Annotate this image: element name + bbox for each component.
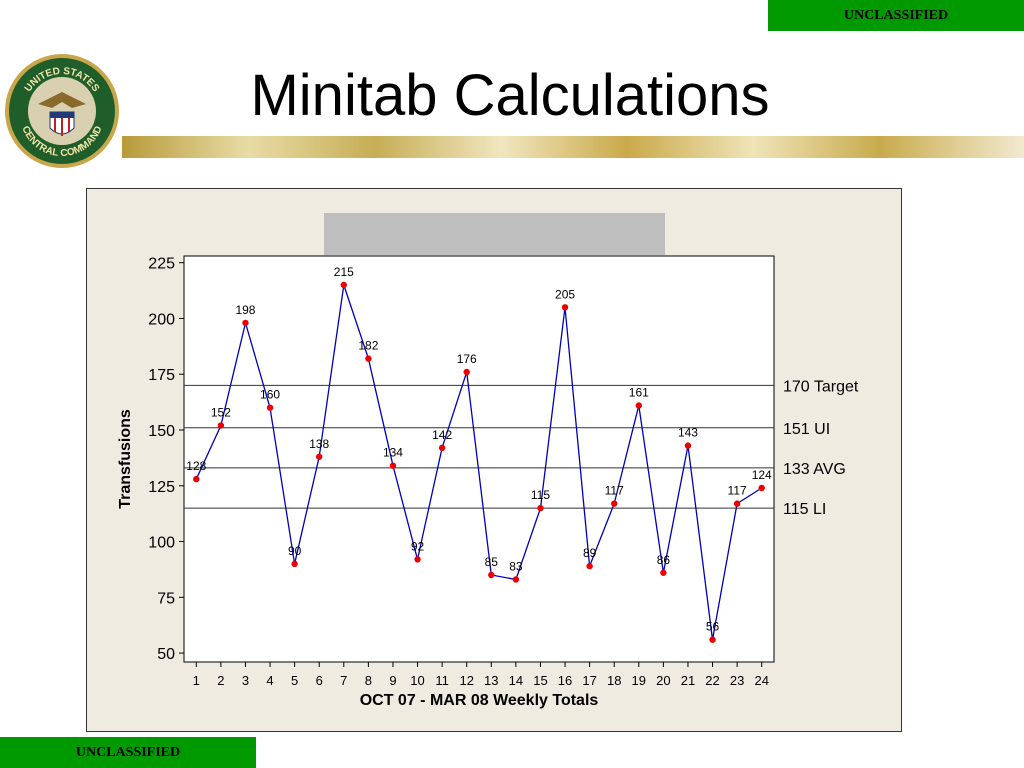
data-point <box>266 404 274 411</box>
reference-line-label: 115 LI <box>783 501 826 518</box>
data-point <box>389 462 397 469</box>
chart-title-placeholder <box>324 213 665 255</box>
data-label: 90 <box>288 544 302 558</box>
y-tick-label: 100 <box>148 535 175 552</box>
series-line <box>195 284 763 640</box>
data-label: 160 <box>260 388 280 402</box>
data-point <box>488 571 495 579</box>
data-label: 124 <box>752 468 772 482</box>
slide-title: Minitab Calculations <box>250 63 770 128</box>
data-label: 143 <box>678 426 698 440</box>
data-point <box>684 442 692 449</box>
data-point <box>340 281 347 289</box>
y-tick-label: 50 <box>157 646 175 663</box>
data-point <box>586 562 593 570</box>
x-tick-label: 11 <box>435 673 449 688</box>
x-tick-label: 21 <box>681 673 695 688</box>
data-point <box>733 500 741 507</box>
data-label: 198 <box>235 303 255 317</box>
y-tick-label: 150 <box>148 423 175 440</box>
y-axis-title: Transfusions <box>117 409 134 509</box>
data-label: 92 <box>411 539 425 553</box>
data-label: 89 <box>583 546 597 560</box>
data-point <box>512 576 520 583</box>
data-label: 83 <box>509 559 523 573</box>
y-tick-label: 125 <box>148 479 175 496</box>
y-tick-label: 225 <box>148 256 175 273</box>
plot-area <box>183 255 775 663</box>
x-tick-label: 4 <box>266 673 273 688</box>
data-label: 117 <box>605 484 624 498</box>
data-label: 142 <box>432 428 452 442</box>
data-label: 138 <box>309 437 329 451</box>
x-tick-label: 10 <box>410 673 424 688</box>
data-label: 215 <box>334 265 354 279</box>
x-tick-label: 5 <box>291 673 298 688</box>
data-point <box>291 560 298 568</box>
data-label: 205 <box>555 287 575 301</box>
data-point <box>611 500 618 507</box>
data-point <box>758 484 765 492</box>
data-label: 117 <box>728 484 747 498</box>
x-tick-label: 17 <box>582 673 596 688</box>
data-label: 86 <box>657 553 671 567</box>
reference-line-label: 151 UI <box>783 421 830 438</box>
y-tick-label: 75 <box>157 590 175 607</box>
data-label: 85 <box>485 555 499 569</box>
x-tick-label: 12 <box>459 673 473 688</box>
x-tick-label: 3 <box>242 673 249 688</box>
x-tick-label: 24 <box>754 673 768 688</box>
data-label: 161 <box>629 385 649 399</box>
data-point <box>709 636 716 643</box>
x-tick-label: 23 <box>730 673 744 688</box>
data-label: 182 <box>358 339 378 353</box>
data-point <box>660 569 667 576</box>
data-point <box>561 304 569 311</box>
data-point <box>414 556 421 563</box>
data-label: 56 <box>706 620 720 634</box>
data-label: 128 <box>186 459 206 473</box>
classification-banner-bottom: UNCLASSIFIED <box>0 737 256 768</box>
data-point <box>537 504 544 512</box>
reference-line-label: 133 AVG <box>783 461 846 478</box>
data-point <box>316 453 323 460</box>
reference-lines: 170 Target 151 UI 133 AVG 115 LI <box>184 378 859 518</box>
data-point <box>463 368 470 376</box>
weekly-series: 128 152 198 160 90 138 215 182 134 92 142 176 85 83 11… <box>186 265 772 643</box>
x-tick-label: 2 <box>217 673 224 688</box>
data-point <box>193 475 200 483</box>
x-tick-label: 14 <box>509 673 523 688</box>
data-label: 134 <box>383 446 403 460</box>
y-tick-label: 175 <box>148 367 175 384</box>
x-tick-label: 18 <box>607 673 621 688</box>
x-tick-label: 9 <box>389 673 396 688</box>
x-axis-title: OCT 07 - MAR 08 Weekly Totals <box>360 692 599 709</box>
data-point <box>242 319 249 327</box>
data-point <box>438 444 446 452</box>
x-tick-label: 19 <box>632 673 646 688</box>
data-point <box>217 422 225 429</box>
x-tick-label: 22 <box>705 673 719 688</box>
central-command-seal-logo: UNITED STATES CENTRAL COMMAND <box>2 52 122 170</box>
data-label: 152 <box>211 406 231 420</box>
title-gold-rule <box>122 136 1024 158</box>
x-tick-label: 20 <box>656 673 670 688</box>
data-label: 115 <box>531 488 550 502</box>
x-tick-label: 1 <box>193 673 200 688</box>
classification-banner-top: UNCLASSIFIED <box>768 0 1024 31</box>
data-label: 176 <box>457 352 477 366</box>
x-tick-label: 15 <box>533 673 547 688</box>
x-tick-label: 13 <box>484 673 498 688</box>
reference-line-label: 170 Target <box>783 378 859 395</box>
data-point <box>365 355 372 362</box>
x-tick-label: 16 <box>558 673 572 688</box>
x-tick-label: 8 <box>365 673 372 688</box>
y-axis: 50 75 100 125 150 175 200 225 <box>148 256 184 663</box>
x-axis: 1 2 3 4 5 6 7 8 9 10 11 12 13 14 15 16 17 18 19 20 21 22 23 24 <box>193 662 769 688</box>
x-tick-label: 6 <box>316 673 323 688</box>
data-point <box>635 402 642 409</box>
x-tick-label: 7 <box>340 673 347 688</box>
y-tick-label: 200 <box>148 311 175 328</box>
